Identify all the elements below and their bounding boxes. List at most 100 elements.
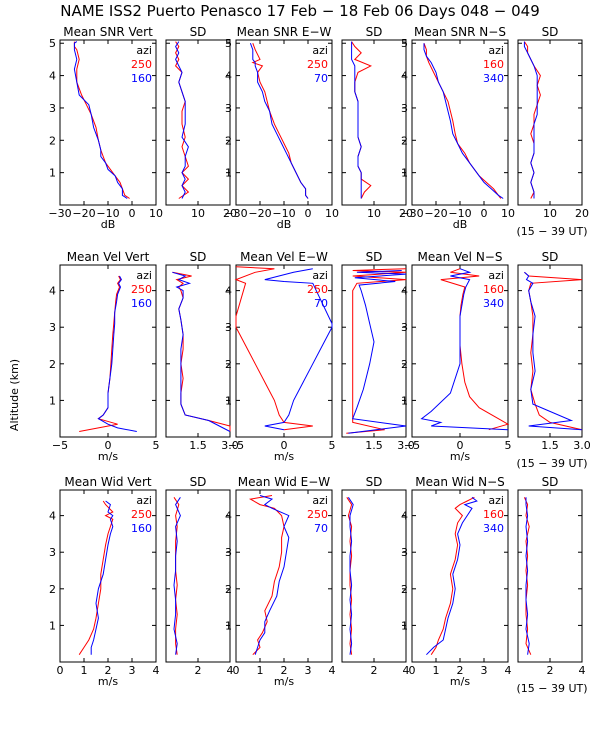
x-tick-label: 4 <box>505 664 512 677</box>
panel-1-6: SD 10 20 (15 − 39 UT) <box>516 25 589 238</box>
x-axis-label: m/s <box>450 450 470 463</box>
panel-title: Mean SNR N−S <box>414 25 506 39</box>
y-tick-label: 4 <box>49 70 56 83</box>
x-tick-label: 3.0 <box>221 439 239 452</box>
series-line-70 <box>264 268 333 431</box>
y-tick-label: 4 <box>49 285 56 298</box>
panel-1-4: SD 10 20 <box>341 25 413 220</box>
series-line-250 <box>251 43 309 199</box>
legend-entry-160: 160 <box>483 508 504 521</box>
series-line-160 <box>523 41 541 199</box>
x-tick-label: 2 <box>281 664 288 677</box>
series-line-250 <box>234 266 313 431</box>
y-tick-label: 2 <box>225 358 232 371</box>
y-tick-label: 1 <box>225 619 232 632</box>
series-line-340 <box>423 43 504 199</box>
panel-frame <box>165 39 231 206</box>
x-tick-label: 5 <box>153 439 160 452</box>
x-axis-label: m/s <box>98 450 118 463</box>
x-tick-label: −30 <box>400 207 423 220</box>
y-tick-label: 1 <box>401 167 408 180</box>
legend-entry-250: 250 <box>307 508 328 521</box>
panel-2-2: SD 1.5 3.0 <box>165 250 239 452</box>
series-line-250 <box>78 500 114 655</box>
series-line-160 <box>173 497 181 655</box>
x-tick-label: 1.5 <box>365 439 383 452</box>
panel-title: Mean Wid Vert <box>64 475 151 489</box>
legend-entry-160: 160 <box>483 58 504 71</box>
panel-title: SD <box>366 25 383 39</box>
series-line-250 <box>248 495 285 656</box>
x-tick-label: 4 <box>579 664 586 677</box>
series-line-340 <box>523 41 538 199</box>
x-axis-label: m/s <box>98 675 118 688</box>
panel-title: SD <box>542 475 559 489</box>
x-tick-label: 1.5 <box>189 439 207 452</box>
legend-header: azi <box>312 269 328 282</box>
x-tick-label: −30 <box>48 207 71 220</box>
panel-title: Mean Vel N−S <box>418 250 503 264</box>
panel-title: Mean Vel Vert <box>67 250 150 264</box>
x-axis-label: dB <box>453 218 468 231</box>
x-tick-label: 4 <box>227 664 234 677</box>
time-range-note: (15 − 39 UT) <box>516 682 587 695</box>
panel-frame <box>341 264 407 438</box>
x-tick-label: −5 <box>404 439 420 452</box>
x-tick-label: 5 <box>329 439 336 452</box>
legend-entry-340: 340 <box>483 297 504 310</box>
x-tick-label: 0 <box>409 664 416 677</box>
x-tick-label: 20 <box>223 207 237 220</box>
legend-header: azi <box>136 494 152 507</box>
panel-3-2: SD 2 4 <box>165 475 234 677</box>
series-line-70 <box>254 495 290 655</box>
series-line-250 <box>73 41 130 199</box>
y-tick-label: 3 <box>49 321 56 334</box>
panel-frame <box>517 39 583 206</box>
y-tick-label: 3 <box>49 546 56 559</box>
panel-2-6: SD 1.5 3.0 (15 − 39 UT) <box>516 250 590 470</box>
x-tick-label: 4 <box>403 664 410 677</box>
panel-2-4: SD 1.5 3.0 <box>341 250 415 452</box>
series-line-250 <box>174 41 190 199</box>
x-tick-label: 10 <box>501 207 515 220</box>
y-tick-label: 4 <box>225 510 232 523</box>
legend-entry-160: 160 <box>131 522 152 535</box>
legend-entry-250: 250 <box>131 283 152 296</box>
legend-header: azi <box>136 269 152 282</box>
x-tick-label: −20 <box>424 207 447 220</box>
y-tick-label: 4 <box>225 70 232 83</box>
panel-title: SD <box>190 250 207 264</box>
y-tick-label: 1 <box>225 167 232 180</box>
series-line-160 <box>430 496 475 655</box>
x-tick-label: 2 <box>547 664 554 677</box>
x-tick-label: 2 <box>457 664 464 677</box>
x-tick-label: −30 <box>224 207 247 220</box>
y-tick-label: 2 <box>401 583 408 596</box>
figure-title: NAME ISS2 Puerto Penasco 17 Feb − 18 Feb… <box>60 2 540 20</box>
x-tick-label: −10 <box>448 207 471 220</box>
x-tick-label: 0 <box>57 664 64 677</box>
x-tick-label: 3 <box>305 664 312 677</box>
x-tick-label: 20 <box>575 207 589 220</box>
series-line-160 <box>175 41 189 199</box>
time-range-note: (15 − 39 UT) <box>516 225 587 238</box>
series-line-70 <box>348 270 407 434</box>
x-tick-label: −5 <box>52 439 68 452</box>
legend-header: azi <box>488 494 504 507</box>
legend-header: azi <box>488 269 504 282</box>
legend-header: azi <box>312 494 328 507</box>
y-tick-label: 3 <box>401 546 408 559</box>
series-line-340 <box>525 497 530 655</box>
y-tick-label: 2 <box>49 358 56 371</box>
x-tick-label: −20 <box>72 207 95 220</box>
x-tick-label: −5 <box>228 439 244 452</box>
y-tick-label: 1 <box>401 394 408 407</box>
x-tick-label: 10 <box>191 207 205 220</box>
y-tick-label: 1 <box>49 394 56 407</box>
x-tick-label: 1 <box>81 664 88 677</box>
panel-1-2: SD 10 20 <box>165 25 237 220</box>
panel-title: SD <box>190 25 207 39</box>
